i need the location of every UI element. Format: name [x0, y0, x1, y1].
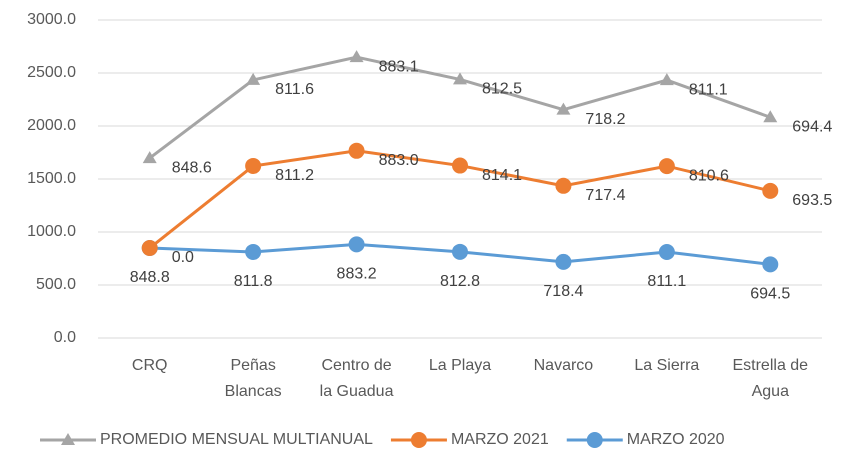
marker	[658, 244, 675, 261]
marker	[348, 236, 365, 253]
marker	[556, 102, 571, 115]
marker	[348, 142, 365, 159]
data-label: 718.4	[543, 283, 583, 300]
marker	[452, 243, 468, 260]
x-tick-label: CRQ	[132, 357, 168, 374]
marker	[555, 253, 572, 270]
y-tick-label: 1000.0	[27, 223, 76, 240]
marker	[763, 110, 778, 123]
data-label: 810.6	[689, 167, 729, 184]
marker	[453, 72, 467, 85]
legend-marker	[410, 432, 427, 448]
data-label: 694.4	[792, 118, 832, 135]
marker	[762, 256, 779, 273]
marker	[658, 158, 675, 175]
x-tick-label: Navarco	[534, 357, 594, 374]
data-label: 693.5	[792, 192, 832, 209]
marker	[452, 157, 468, 174]
marker	[246, 72, 261, 85]
legend-marker	[586, 432, 603, 448]
legend-marker	[61, 433, 75, 445]
x-tick-label: Estrella de Agua	[732, 357, 808, 400]
marker	[245, 157, 262, 174]
data-label: 814.1	[482, 167, 522, 184]
data-label: 848.6	[172, 159, 212, 176]
data-label: 848.8	[130, 269, 170, 286]
x-tick-label: La Playa	[429, 357, 491, 374]
legend-label: MARZO 2021	[451, 431, 549, 448]
data-label: 811.1	[689, 81, 728, 98]
marker	[555, 177, 572, 194]
marker	[245, 243, 262, 260]
y-tick-label: 2500.0	[27, 64, 76, 81]
data-label: 811.6	[275, 81, 314, 98]
data-label: 812.5	[482, 81, 522, 98]
marker	[659, 73, 674, 86]
data-label: 883.2	[337, 266, 377, 283]
marker	[142, 151, 157, 164]
y-tick-label: 0.0	[54, 329, 76, 346]
legend-label: MARZO 2020	[627, 431, 725, 448]
y-tick-label: 1500.0	[27, 170, 76, 187]
legend-label: PROMEDIO MENSUAL MULTIANUAL	[100, 431, 373, 448]
y-tick-label: 3000.0	[27, 11, 76, 28]
data-label: 811.2	[275, 167, 314, 184]
marker	[762, 182, 779, 199]
x-tick-label: Centro de la Guadua	[320, 357, 394, 400]
marker	[349, 50, 364, 63]
data-label: 694.5	[750, 286, 790, 303]
y-tick-label: 2000.0	[27, 117, 76, 134]
y-tick-label: 500.0	[36, 276, 76, 293]
data-label: 883.1	[379, 58, 419, 75]
data-label: 718.2	[585, 111, 625, 128]
data-label: 883.0	[379, 152, 419, 169]
data-label: 812.8	[440, 273, 480, 290]
data-label: 0.0	[172, 249, 194, 266]
data-label: 717.4	[585, 187, 625, 204]
series-line	[148, 55, 771, 160]
data-label: 811.1	[647, 273, 686, 290]
x-tick-label: Peñas Blancas	[225, 357, 282, 400]
data-label: 811.8	[234, 273, 273, 290]
x-tick-label: La Sierra	[634, 357, 699, 374]
marker	[141, 240, 158, 257]
